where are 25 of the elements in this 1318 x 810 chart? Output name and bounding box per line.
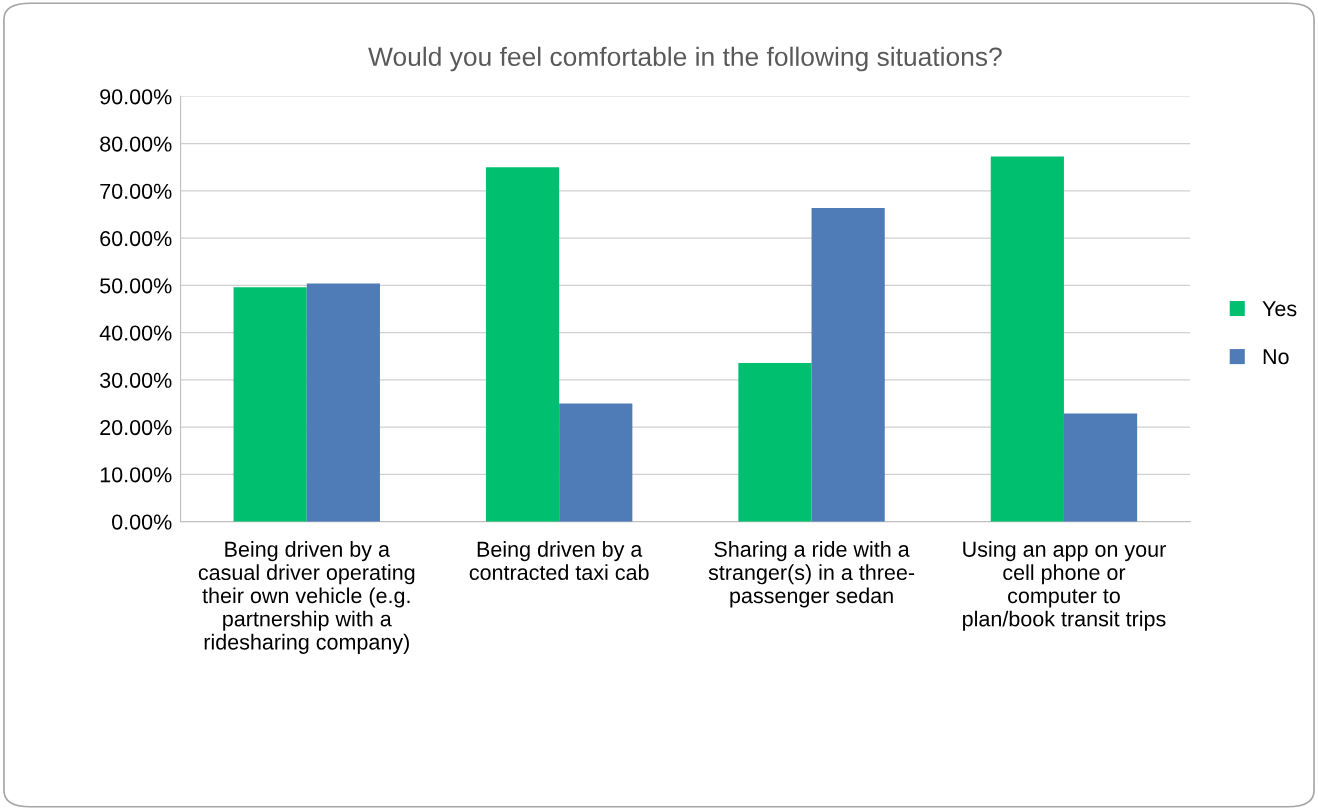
- y-tick-label: 80.00%: [100, 136, 172, 152]
- x-tick-label: Being driven by a contracted taxi cab: [469, 541, 649, 581]
- y-tick-label: 70.00%: [100, 183, 172, 199]
- legend-label: No: [1263, 349, 1289, 365]
- y-tick-label: 50.00%: [100, 278, 172, 294]
- chart-title: Would you feel comfortable in the following situations?: [368, 46, 1002, 72]
- y-tick-label: 0.00%: [112, 514, 172, 530]
- y-tick-label: 20.00%: [100, 419, 172, 436]
- bar: [990, 156, 1064, 522]
- legend-label: Yes: [1262, 301, 1297, 317]
- bar: [233, 287, 307, 522]
- bar: [306, 283, 380, 522]
- y-tick-label: 10.00%: [100, 467, 172, 483]
- y-tick-label: 90.00%: [100, 89, 172, 105]
- y-tick-label: 30.00%: [100, 372, 172, 388]
- bar: [485, 167, 560, 522]
- bar: [738, 362, 812, 522]
- y-tick-label: 60.00%: [100, 230, 172, 247]
- x-tick-label: Using an app on your cell phone or computer to plan/book transit trips: [963, 541, 1166, 631]
- x-tick-label: Sharing a ride with a stranger(s) in a three- passenger sedan: [708, 541, 915, 608]
- y-tick-label: 40.00%: [99, 325, 172, 341]
- bar: [811, 207, 885, 522]
- bar: [559, 403, 633, 522]
- bar: [1063, 413, 1138, 522]
- x-tick-label: Being driven by a casual driver operating their own vehicle (e.g. partnership with a ridesharing company): [198, 541, 415, 654]
